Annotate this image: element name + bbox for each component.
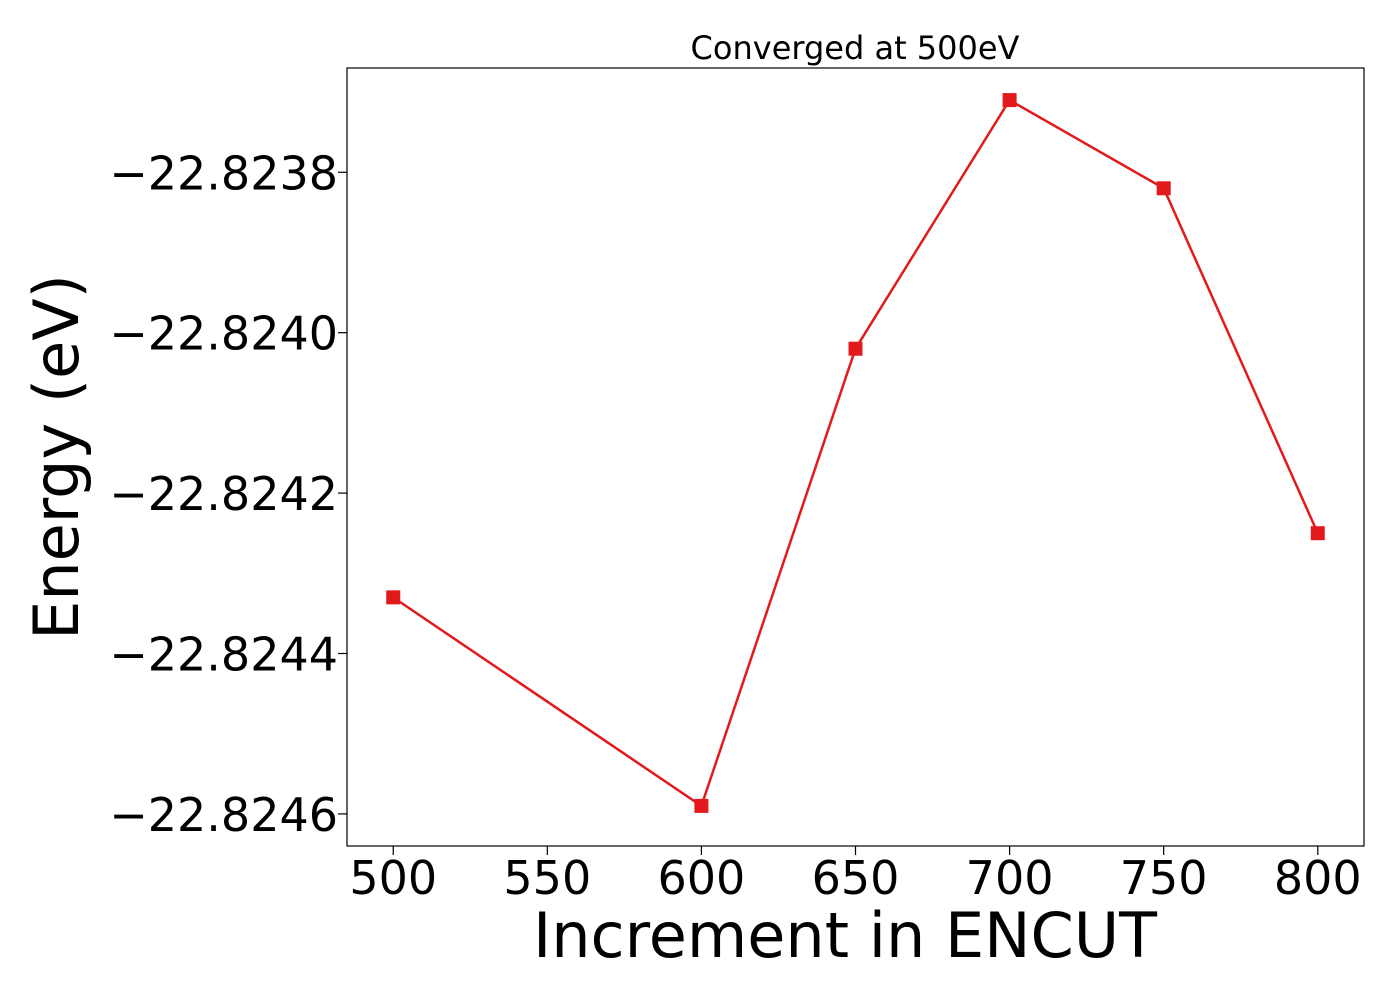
x-axis-title: Increment in ENCUT xyxy=(533,899,1158,972)
y-axis-title: Energy (eV) xyxy=(20,274,93,640)
plot-frame xyxy=(346,67,1365,847)
x-tick-label: 800 xyxy=(1274,851,1362,905)
data-point-marker xyxy=(1156,181,1171,196)
x-tick-label: 650 xyxy=(812,851,900,905)
y-tick-label: −22.8242 xyxy=(109,467,338,521)
data-point-marker xyxy=(1002,93,1017,108)
series-line xyxy=(392,98,1319,808)
data-point-marker xyxy=(848,341,863,356)
data-point-marker xyxy=(386,590,401,605)
y-tick-label: −22.8240 xyxy=(109,307,338,361)
x-tick-label: 700 xyxy=(966,851,1054,905)
data-point-marker xyxy=(694,798,709,813)
plot-area xyxy=(346,67,1365,847)
x-tick-label: 600 xyxy=(658,851,746,905)
chart-title: Converged at 500eV xyxy=(691,29,1020,67)
y-tick-label: −22.8238 xyxy=(109,146,338,200)
x-axis: 500 550 600 650 700 750 800 xyxy=(349,846,1362,905)
y-axis: −22.8238 −22.8240 −22.8242 −22.8244 −22.8246 xyxy=(109,146,347,842)
data-point-marker xyxy=(1310,526,1325,541)
y-tick-label: −22.8244 xyxy=(109,628,338,682)
x-tick-label: 750 xyxy=(1120,851,1208,905)
x-tick-label: 550 xyxy=(503,851,591,905)
x-tick-label: 500 xyxy=(349,851,437,905)
y-tick-label: −22.8246 xyxy=(109,788,338,842)
